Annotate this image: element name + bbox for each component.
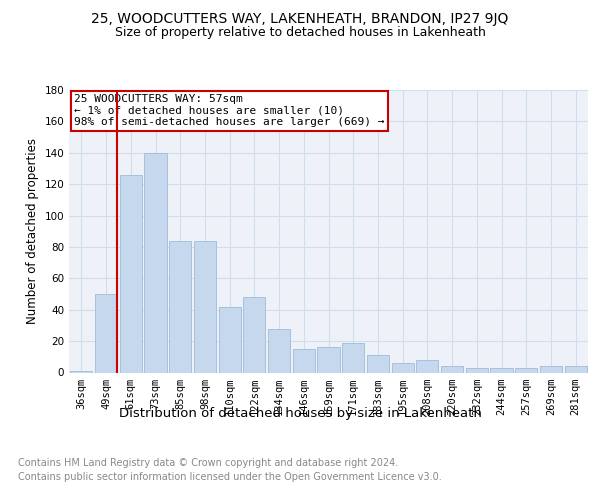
Text: Distribution of detached houses by size in Lakenheath: Distribution of detached houses by size …	[119, 408, 481, 420]
Text: 25, WOODCUTTERS WAY, LAKENHEATH, BRANDON, IP27 9JQ: 25, WOODCUTTERS WAY, LAKENHEATH, BRANDON…	[91, 12, 509, 26]
Bar	[317, 348, 340, 372]
Y-axis label: Number of detached properties: Number of detached properties	[26, 138, 39, 324]
Bar	[565, 366, 587, 372]
Bar	[490, 368, 512, 372]
Bar	[293, 349, 315, 372]
Text: Contains HM Land Registry data © Crown copyright and database right 2024.: Contains HM Land Registry data © Crown c…	[18, 458, 398, 468]
Bar	[342, 342, 364, 372]
Text: Contains public sector information licensed under the Open Government Licence v3: Contains public sector information licen…	[18, 472, 442, 482]
Bar	[145, 153, 167, 372]
Bar	[243, 297, 265, 372]
Bar	[119, 175, 142, 372]
Bar	[194, 240, 216, 372]
Bar	[466, 368, 488, 372]
Bar	[392, 363, 414, 372]
Bar	[268, 328, 290, 372]
Text: 25 WOODCUTTERS WAY: 57sqm
← 1% of detached houses are smaller (10)
98% of semi-d: 25 WOODCUTTERS WAY: 57sqm ← 1% of detach…	[74, 94, 385, 128]
Bar	[540, 366, 562, 372]
Bar	[416, 360, 439, 372]
Bar	[169, 240, 191, 372]
Bar	[367, 355, 389, 372]
Bar	[70, 371, 92, 372]
Bar	[95, 294, 117, 372]
Bar	[218, 306, 241, 372]
Text: Size of property relative to detached houses in Lakenheath: Size of property relative to detached ho…	[115, 26, 485, 39]
Bar	[515, 368, 538, 372]
Bar	[441, 366, 463, 372]
